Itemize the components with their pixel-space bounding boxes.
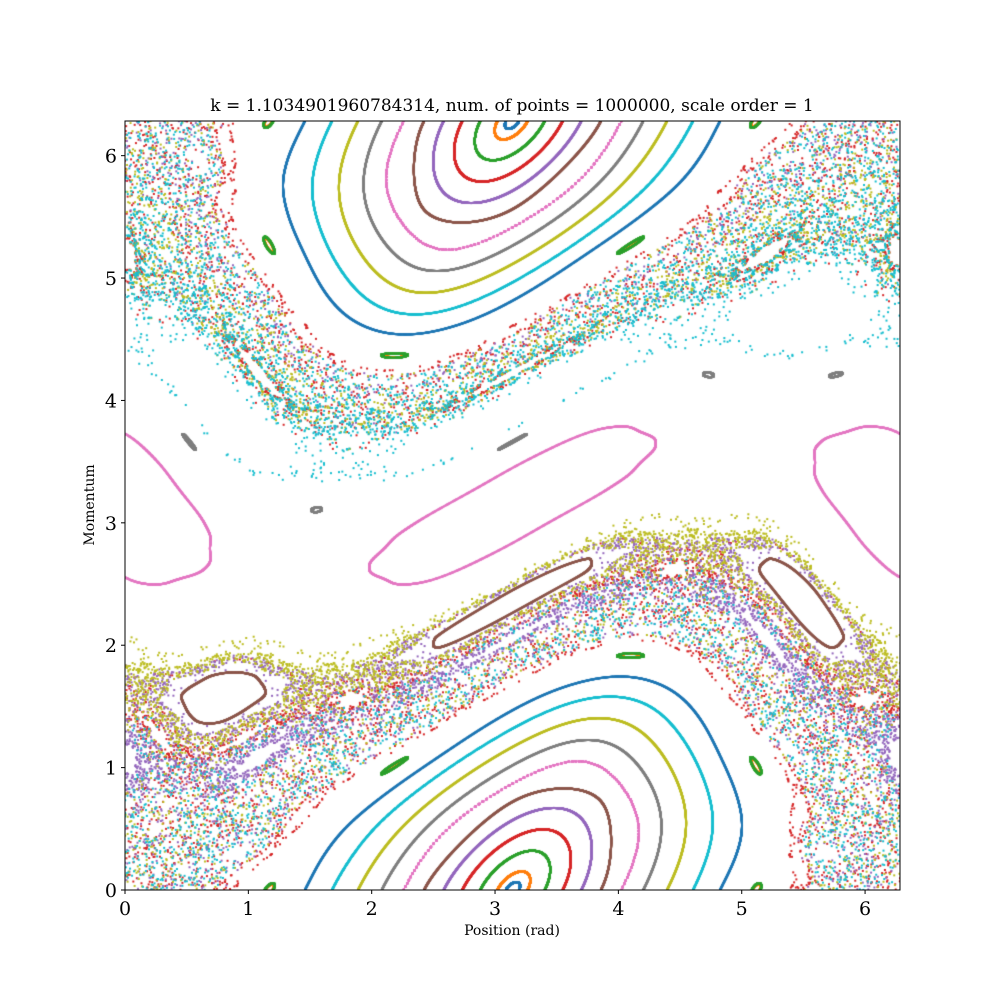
y-tick-label: 4 (105, 390, 117, 412)
x-tick-label: 6 (859, 898, 871, 920)
y-axis: 0 1 2 3 4 5 6 (105, 146, 125, 902)
y-tick-label: 3 (105, 513, 117, 535)
x-axis-label: Position (rad) (464, 923, 560, 939)
x-tick-label: 0 (119, 898, 131, 920)
y-axis-label: Momentum (82, 464, 98, 545)
x-tick-label: 4 (612, 898, 624, 920)
x-tick-label: 2 (366, 898, 378, 920)
plot-area (125, 121, 900, 890)
y-tick-label: 2 (105, 635, 117, 657)
y-tick-label: 1 (105, 758, 117, 780)
x-tick-label: 5 (736, 898, 748, 920)
y-tick-label: 5 (105, 268, 117, 290)
x-tick-label: 1 (242, 898, 254, 920)
axes-frame (124, 120, 901, 891)
y-tick-label: 6 (105, 146, 117, 168)
x-axis: 0 1 2 3 4 5 6 (119, 890, 871, 920)
x-tick-label: 3 (489, 898, 501, 920)
chart-title: k = 1.1034901960784314, num. of points =… (210, 96, 813, 116)
scatter-points-canvas (125, 121, 900, 890)
y-tick-label: 0 (105, 880, 117, 902)
